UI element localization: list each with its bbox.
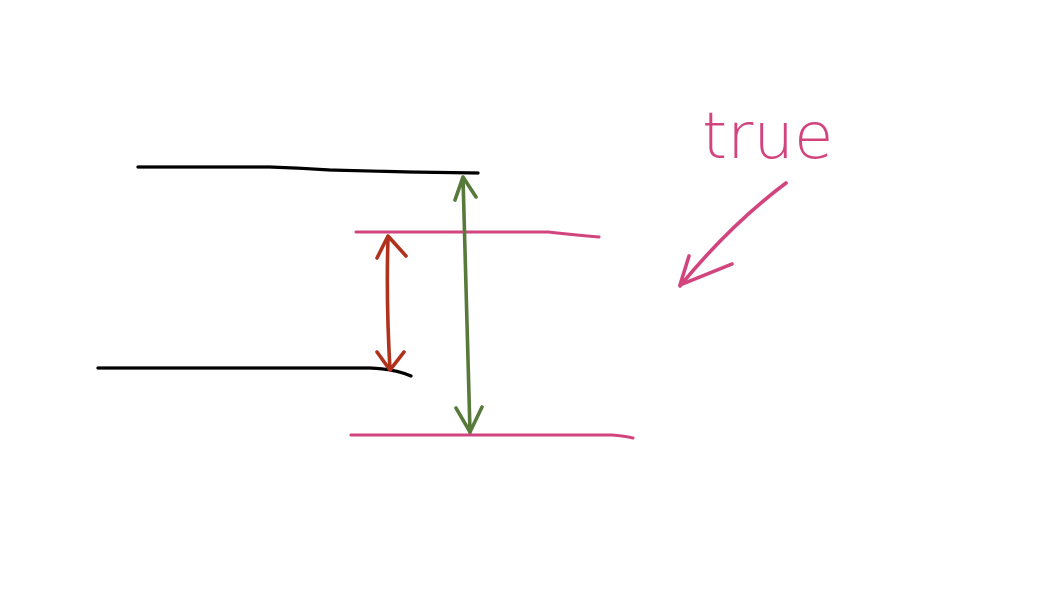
annotation-true-label: true — [702, 100, 833, 174]
green-arrow-bottom-head — [454, 405, 484, 434]
green-arrow-shaft — [461, 176, 472, 434]
red-arrow-bottom-head — [375, 350, 406, 372]
red-double-arrow — [375, 234, 408, 372]
red-arrow-top-head — [375, 234, 408, 260]
green-arrow-top-head — [453, 175, 478, 202]
upper-black-level-line — [136, 165, 480, 175]
pointer-arrow-head — [678, 254, 734, 287]
upper-pink-level-line — [354, 230, 601, 239]
lower-pink-level-line — [349, 433, 635, 440]
red-arrow-shaft — [385, 236, 392, 372]
pointer-arrow-shaft — [678, 181, 788, 288]
green-double-arrow — [453, 175, 484, 434]
arrow-down-left-icon — [678, 181, 788, 288]
